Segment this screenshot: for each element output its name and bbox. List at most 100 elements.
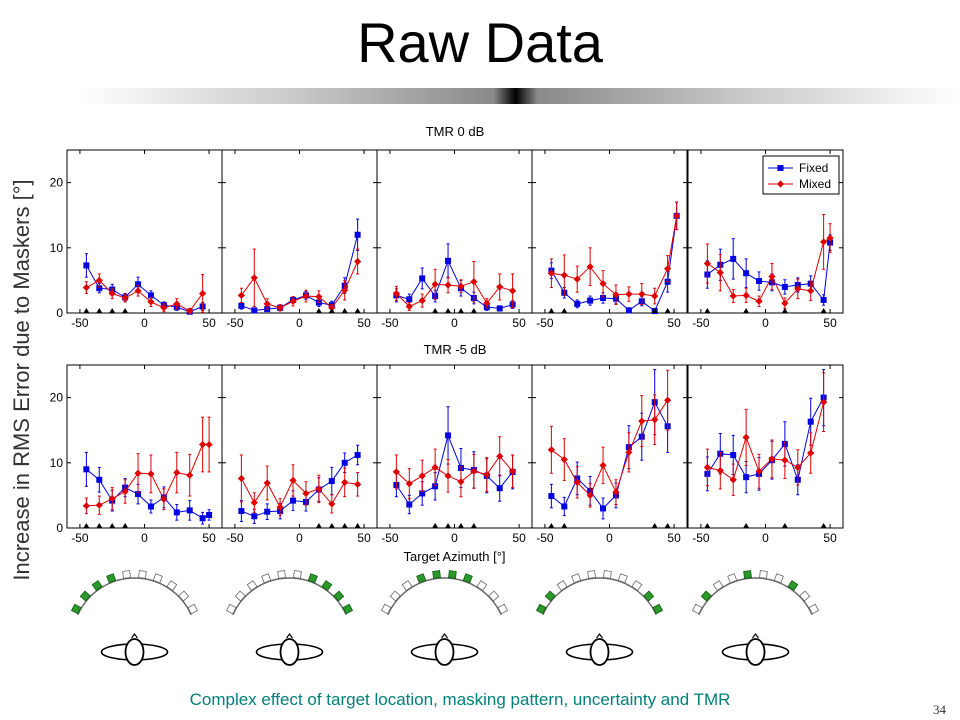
mixed-point: [457, 478, 465, 486]
loudspeaker-icon: [587, 570, 596, 579]
panel-2-2: -50 0 50: [221, 364, 378, 545]
active-loudspeaker-icon: [787, 580, 799, 591]
masker-marker: [664, 523, 671, 528]
mixed-point: [716, 467, 724, 475]
active-loudspeaker-icon: [342, 603, 354, 615]
fixed-point: [199, 515, 206, 522]
fixed-point: [600, 505, 607, 512]
x-tick-label: -50: [71, 531, 89, 545]
mixed-point: [807, 449, 815, 457]
mixed-point: [729, 292, 737, 300]
fixed-point: [83, 262, 90, 269]
masker-marker: [315, 308, 322, 313]
masker-marker: [341, 523, 348, 528]
mixed-point: [315, 293, 323, 301]
mixed-point: [289, 476, 297, 485]
mixed-point: [405, 480, 413, 488]
fixed-point: [328, 478, 335, 485]
masker-marker: [470, 523, 477, 528]
mixed-series-line: [396, 281, 513, 308]
slide-title: Raw Data: [357, 11, 603, 74]
fixed-point: [238, 508, 245, 515]
mixed-point: [160, 495, 168, 503]
x-tick-label: 0: [606, 531, 613, 545]
loudspeaker-arc: [77, 577, 192, 616]
x-tick-label: 0: [451, 316, 458, 330]
fixed-point: [574, 300, 581, 307]
fixed-point: [135, 491, 142, 498]
x-tick-label: 50: [823, 316, 837, 330]
listener-nose-icon: [441, 633, 448, 639]
masker-marker: [457, 523, 464, 528]
loudspeaker-array-3: [380, 570, 509, 666]
mixed-point: [392, 289, 400, 298]
masker-marker: [122, 308, 129, 313]
loudspeaker-icon: [389, 590, 401, 602]
masker-marker: [704, 308, 711, 313]
mixed-point: [664, 396, 672, 404]
x-tick-label: 0: [296, 316, 303, 330]
mixed-point: [716, 268, 724, 277]
loudspeaker-icon: [773, 573, 784, 584]
active-loudspeaker-icon: [743, 570, 752, 579]
masker-marker: [354, 308, 361, 313]
x-tick-label: -50: [226, 531, 244, 545]
mixed-point: [742, 433, 750, 441]
legend-box: [762, 155, 840, 195]
active-loudspeaker-icon: [700, 590, 712, 602]
loudspeaker-icon: [187, 603, 199, 615]
mixed-point: [651, 292, 659, 300]
legend-label: Mixed: [799, 177, 831, 191]
mixed-point: [560, 455, 568, 464]
masker-marker: [651, 523, 658, 528]
fixed-point: [496, 305, 503, 312]
mixed-point: [354, 257, 362, 266]
masker-marker: [781, 523, 788, 528]
active-loudspeaker-icon: [652, 603, 664, 615]
x-tick-label: 50: [357, 531, 371, 545]
mixed-point: [781, 299, 789, 307]
y-tick-label: 10: [50, 456, 64, 470]
x-tick-label: 50: [512, 316, 526, 330]
panel-1-4: -50 0 50: [531, 149, 688, 330]
x-tick-label: 0: [762, 316, 769, 330]
masker-marker: [820, 308, 827, 313]
fixed-point: [419, 275, 426, 282]
masker-marker: [341, 308, 348, 313]
loudspeaker-icon: [277, 570, 286, 579]
fixed-series-line: [241, 234, 359, 311]
active-loudspeaker-icon: [70, 603, 82, 615]
mixed-point: [237, 474, 245, 483]
mixed-point: [768, 272, 776, 281]
mixed-point: [483, 299, 491, 307]
loudspeaker-icon: [152, 573, 163, 584]
mixed-point: [781, 456, 789, 464]
loudspeaker-arc: [232, 577, 347, 616]
listener-nose-icon: [596, 633, 603, 639]
legend-marker: [777, 165, 784, 171]
x-tick-label: 50: [512, 531, 526, 545]
loudspeaker-icon: [571, 573, 582, 584]
fixed-point: [135, 281, 142, 288]
mixed-point: [315, 485, 323, 493]
mixed-point: [703, 259, 711, 268]
mixed-point: [250, 498, 258, 507]
mixed-point: [263, 479, 271, 487]
loudspeaker-icon: [799, 590, 811, 602]
panel-1-2: -50 0 50: [221, 149, 378, 330]
mixed-point: [263, 300, 271, 308]
mixed-point: [160, 304, 168, 312]
masker-marker: [457, 308, 464, 313]
masker-marker: [781, 308, 788, 313]
mixed-point: [82, 502, 90, 510]
mixed-point: [328, 500, 336, 508]
mixed-point: [826, 234, 834, 242]
panel-frame: [687, 364, 844, 529]
mixed-point: [418, 472, 426, 480]
mixed-point: [250, 274, 258, 282]
mixed-point: [147, 298, 155, 306]
mixed-point: [573, 275, 581, 283]
panel-frame: [66, 364, 223, 529]
mixed-point: [755, 467, 763, 475]
fixed-point: [341, 459, 348, 466]
